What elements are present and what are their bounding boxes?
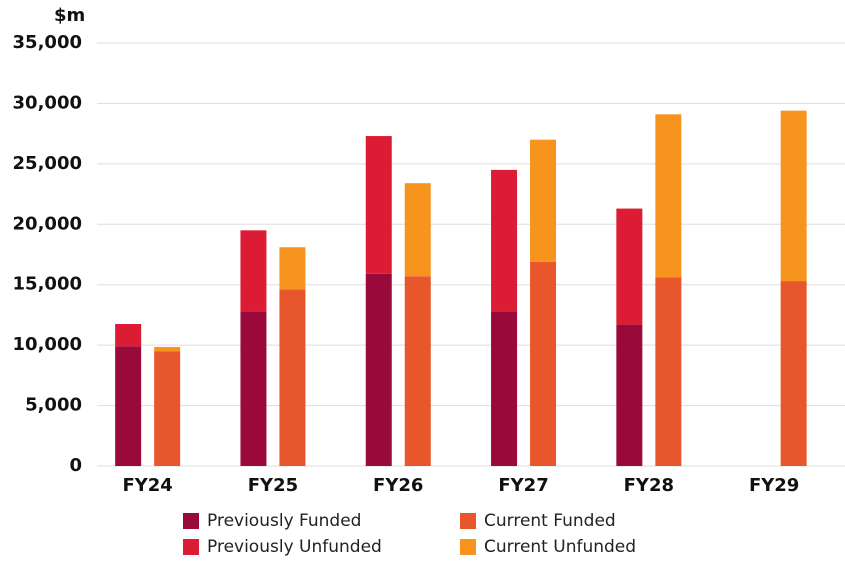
bar-segment: [115, 323, 142, 347]
bar-segment: [154, 351, 181, 466]
bar-segment: [240, 311, 267, 466]
legend-swatch: [183, 539, 199, 555]
x-tick-label: FY29: [749, 475, 799, 496]
y-tick-label: 20,000: [13, 213, 82, 234]
x-tick-label: FY24: [122, 475, 172, 496]
bar-segment: [240, 230, 267, 312]
bar-segment: [491, 169, 518, 312]
y-tick-label: 0: [69, 455, 82, 476]
y-tick-label: 15,000: [13, 274, 82, 295]
bar-segment: [365, 136, 392, 274]
bar-segment: [154, 346, 181, 352]
bar-segment: [279, 247, 306, 290]
y-tick-label: 35,000: [13, 32, 82, 53]
y-tick-label: 5,000: [25, 395, 82, 416]
bar-segment: [365, 273, 392, 466]
y-tick-label: 25,000: [13, 153, 82, 174]
legend-label: Current Funded: [484, 511, 616, 531]
legend-swatch: [183, 513, 199, 529]
x-tick-label: FY28: [624, 475, 674, 496]
bar-segment: [530, 139, 557, 262]
y-axis-label: $m: [54, 5, 85, 26]
y-tick-label: 10,000: [13, 334, 82, 355]
bar-segment: [655, 277, 682, 466]
bar-segment: [491, 311, 518, 466]
bar-segment: [780, 110, 807, 282]
x-tick-label: FY26: [373, 475, 423, 496]
bar-segment: [404, 183, 431, 277]
bar-segment: [279, 289, 306, 466]
y-tick-label: 30,000: [13, 92, 82, 113]
x-tick-label: FY25: [248, 475, 298, 496]
bar-segment: [115, 346, 142, 466]
bar-segment: [780, 281, 807, 466]
legend-label: Previously Funded: [207, 511, 361, 531]
bar-segment: [655, 114, 682, 278]
legend-swatch: [460, 513, 476, 529]
legend-label: Current Unfunded: [484, 537, 636, 557]
bar-segment: [530, 261, 557, 466]
legend-label: Previously Unfunded: [207, 537, 382, 557]
legend-swatch: [460, 539, 476, 555]
bar-segment: [616, 208, 643, 325]
x-tick-label: FY27: [498, 475, 548, 496]
bar-segment: [616, 324, 643, 466]
bar-segment: [404, 276, 431, 466]
